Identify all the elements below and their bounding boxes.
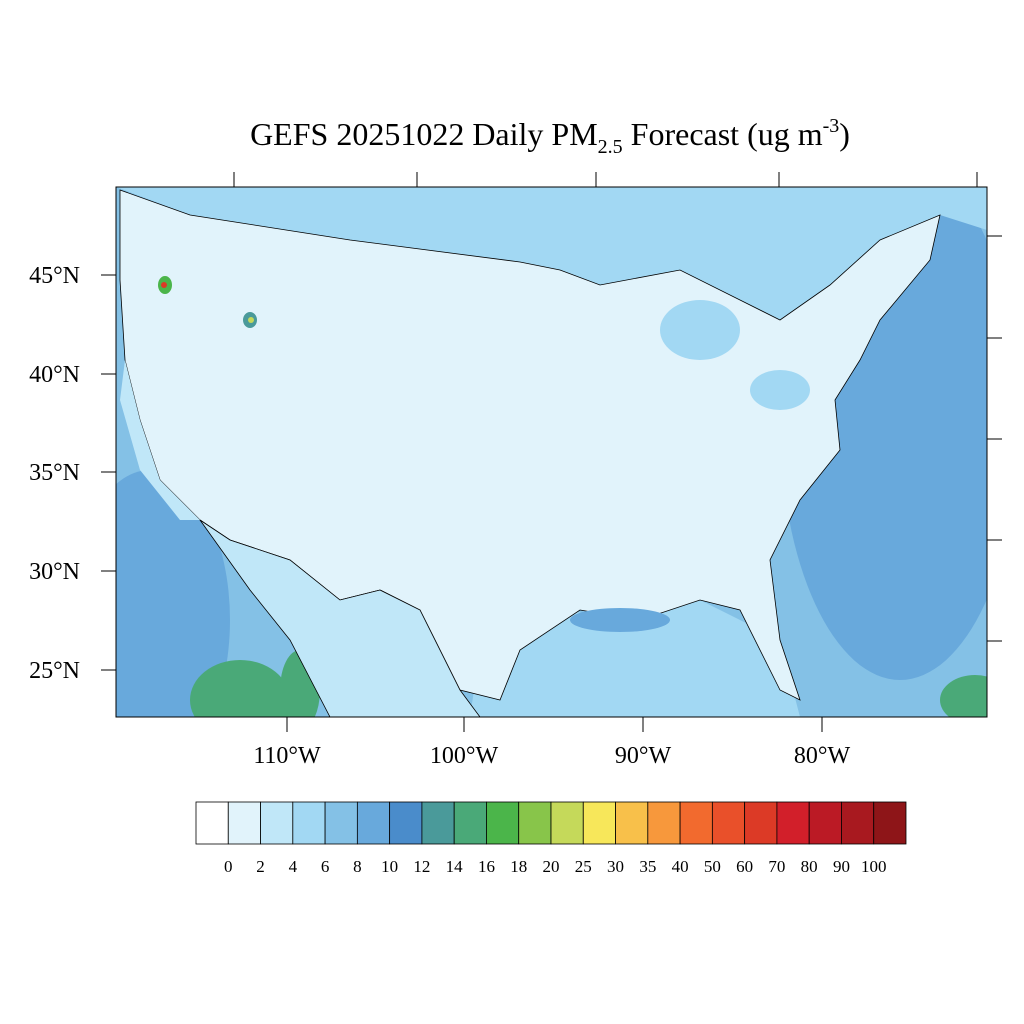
colorbar-box bbox=[356, 801, 391, 845]
colorbar-box bbox=[292, 801, 326, 845]
lat-label: 35°N bbox=[29, 460, 80, 486]
colorbar-box bbox=[808, 801, 842, 845]
title-main: GEFS 20251022 Daily PM bbox=[250, 116, 598, 152]
colorbar-label: 6 bbox=[321, 857, 330, 876]
colorbar-box bbox=[615, 801, 649, 845]
colorbar-box bbox=[227, 801, 261, 845]
lat-label: 45°N bbox=[29, 263, 80, 289]
colorbar-box bbox=[260, 801, 294, 845]
colorbar-box bbox=[324, 801, 358, 845]
colorbar-label: 20 bbox=[543, 857, 560, 876]
lat-label: 25°N bbox=[29, 658, 80, 684]
colorbar-label: 12 bbox=[413, 857, 430, 876]
colorbar-label: 0 bbox=[224, 857, 233, 876]
colorbar-label: 8 bbox=[353, 857, 362, 876]
colorbar-box bbox=[679, 801, 713, 845]
lon-label: 80°W bbox=[794, 743, 851, 769]
lat-label: 40°N bbox=[29, 362, 80, 388]
colorbar-label: 25 bbox=[575, 857, 592, 876]
title-sub: 2.5 bbox=[598, 136, 623, 158]
colorbar-label: 16 bbox=[478, 857, 495, 876]
lon-label: 90°W bbox=[615, 743, 672, 769]
colorbar-box bbox=[873, 801, 907, 845]
colorbar-box bbox=[389, 801, 423, 845]
colorbar-label: 10 bbox=[381, 857, 398, 876]
lon-label: 110°W bbox=[253, 743, 321, 769]
colorbar-label: 100 bbox=[861, 857, 887, 876]
map-ticks bbox=[101, 172, 1002, 732]
colorbar-label: 30 bbox=[607, 857, 624, 876]
colorbar-box bbox=[421, 801, 455, 845]
lat-label: 30°N bbox=[29, 559, 80, 585]
colorbar-box bbox=[582, 801, 616, 845]
colorbar-label: 60 bbox=[736, 857, 753, 876]
colorbar-label: 14 bbox=[446, 857, 464, 876]
colorbar-box bbox=[776, 801, 810, 845]
colorbar-label: 18 bbox=[510, 857, 527, 876]
colorbar-label: 35 bbox=[639, 857, 656, 876]
colorbar-label: 80 bbox=[801, 857, 818, 876]
colorbar-box bbox=[453, 801, 487, 845]
colorbar-label: 50 bbox=[704, 857, 721, 876]
title-sup: -3 bbox=[823, 115, 840, 137]
colorbar-label: 90 bbox=[833, 857, 850, 876]
colorbar-box bbox=[518, 801, 552, 845]
colorbar-label: 70 bbox=[768, 857, 785, 876]
title: GEFS 20251022 Daily PM2.5 Forecast (ug m… bbox=[250, 115, 850, 158]
colorbar-box bbox=[647, 801, 681, 845]
colorbar-label: 2 bbox=[256, 857, 265, 876]
title-mid: Forecast (ug m bbox=[623, 116, 823, 152]
colorbar-box bbox=[744, 801, 778, 845]
colorbar-box bbox=[195, 801, 229, 845]
colorbar-box bbox=[486, 801, 520, 845]
colorbar-label: 40 bbox=[672, 857, 689, 876]
map-field bbox=[116, 187, 987, 717]
colorbar-box bbox=[841, 801, 875, 845]
colorbar-box bbox=[550, 801, 584, 845]
colorbar-box bbox=[711, 801, 746, 845]
title-end: ) bbox=[839, 116, 850, 152]
map-frame bbox=[115, 186, 988, 718]
colorbar-label: 4 bbox=[289, 857, 298, 876]
lon-label: 100°W bbox=[430, 743, 499, 769]
